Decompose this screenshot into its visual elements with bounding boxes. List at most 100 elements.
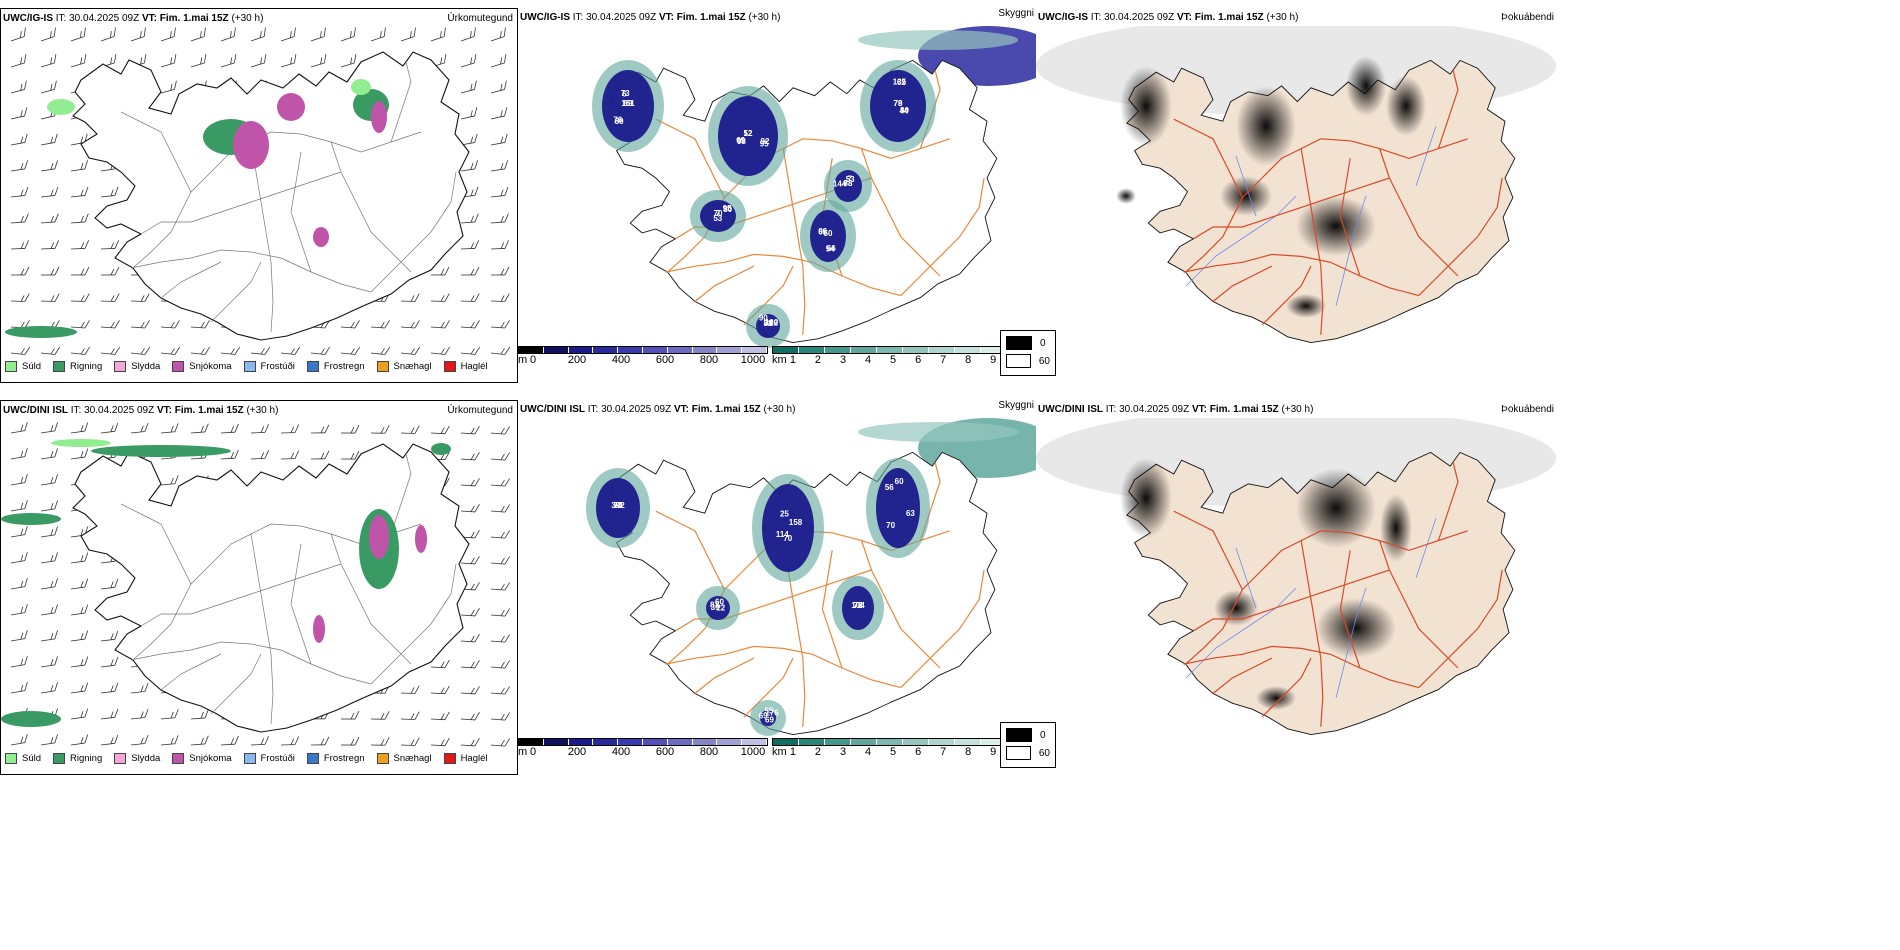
colorbar-unit: m (518, 746, 528, 758)
ceiling-value-label: 114 (776, 530, 789, 539)
colorbar-cell (851, 347, 877, 353)
ceiling-value-label: 6 (622, 89, 627, 98)
fog-area (1346, 56, 1386, 116)
wind-barb (70, 604, 89, 616)
wind-barb (40, 346, 61, 355)
ceiling-value-label: 70 (714, 209, 723, 218)
wind-barb (220, 346, 241, 355)
colorbar-tick: 3 (839, 746, 847, 758)
colorbar-tick: 6 (915, 746, 922, 758)
wind-barb (40, 630, 58, 642)
legend-swatch (443, 753, 456, 764)
wind-barb (70, 320, 90, 329)
colorbar-unit: m (518, 354, 528, 366)
wind-barb (70, 240, 90, 250)
fog-area (1120, 458, 1172, 538)
fog-key-item: 0 (1006, 728, 1050, 742)
wind-barb (250, 346, 271, 355)
wind-barb (430, 685, 450, 695)
wind-barb (10, 551, 28, 564)
colorbar-cell (799, 347, 825, 353)
legend-swatch (172, 753, 185, 764)
wind-barb (10, 655, 28, 668)
fog-key-swatch (1006, 354, 1031, 368)
wind-barb (460, 634, 480, 643)
fog-area (1286, 294, 1326, 318)
panel-title: Úrkomutegund (447, 405, 513, 416)
wind-barb (40, 293, 60, 302)
colorbar-tick: 3 (839, 354, 847, 366)
cloud-ceiling-panel: UWC/DINI ISL IT: 30.04.2025 09Z VT: Fim.… (518, 400, 1036, 775)
wind-barb (460, 452, 480, 461)
wind-barb (490, 293, 510, 302)
wind-barb (190, 735, 209, 746)
it-value: 30.04.2025 09Z (586, 12, 659, 23)
wind-barb (70, 578, 89, 590)
wind-barb (280, 346, 301, 355)
wind-barb (220, 449, 239, 460)
ceiling-value-label: 90 (614, 501, 623, 510)
ceiling-value-label: 55 (764, 706, 773, 715)
wind-barb (310, 346, 331, 355)
wind-barb (190, 320, 210, 329)
wind-barb (250, 54, 267, 68)
colorbar-tick: 7 (940, 354, 947, 366)
colorbar-tick: 800 (699, 354, 719, 366)
colorbar-cell (799, 739, 825, 745)
colorbar-cell (667, 739, 693, 745)
precip-legend-item: Snæhagl (376, 361, 432, 372)
wind-barb (100, 240, 120, 250)
legend-label: Rigning (70, 361, 103, 372)
wind-barb (40, 734, 58, 746)
wind-barb (460, 712, 480, 721)
model-name: UWC/DINI ISL (3, 405, 68, 416)
wind-barb (70, 656, 89, 668)
wind-barb (130, 27, 146, 42)
ceiling-value-label: 89 (624, 99, 633, 108)
colorbar-tick: 2 (814, 354, 822, 366)
precip-legend-item: Slydda (114, 753, 160, 764)
panel-header: UWC/IG-IS IT: 30.04.2025 09Z VT: Fim. 1.… (1038, 12, 1298, 23)
wind-barb (160, 423, 179, 434)
colorbar-cell (618, 347, 643, 353)
wind-barb (100, 293, 120, 302)
fog-area (1316, 598, 1396, 658)
low-ceiling-area (756, 314, 780, 338)
precip-map (5, 27, 511, 355)
wind-barb (10, 27, 26, 42)
fog-key-label: 0 (1040, 337, 1046, 349)
wind-barb (10, 577, 28, 590)
wind-barb (10, 421, 28, 434)
wind-barb (460, 54, 477, 68)
ceiling-value-label: 7 (716, 209, 721, 218)
colorbar-cell (955, 739, 981, 745)
legend-swatch (5, 753, 17, 764)
wind-barb (280, 27, 296, 42)
model-name: UWC/IG-IS (520, 12, 570, 23)
colorbar-tick: 5 (890, 354, 897, 366)
ceiling-value-label: 25 (780, 509, 789, 518)
legend-swatch (243, 361, 256, 372)
model-name: UWC/IG-IS (1038, 12, 1088, 23)
visibility-colorbar-ticks: km12345678910 (772, 746, 1034, 758)
wind-barb (10, 447, 28, 460)
colorbar-cell (877, 739, 903, 745)
cloud-ceiling-panel: UWC/IG-IS IT: 30.04.2025 09Z VT: Fim. 1.… (518, 8, 1036, 383)
wind-barb (10, 186, 29, 198)
wind-barb (40, 54, 57, 68)
wind-barb (280, 54, 297, 68)
ceiling-value-label: 135 (893, 78, 907, 87)
wind-barb (70, 27, 86, 42)
fog-key: 0 60 (1000, 722, 1056, 768)
wind-barb (460, 346, 481, 355)
legend-swatch (172, 361, 185, 372)
rain-area (5, 326, 77, 338)
colorbar-tick: 800 (699, 746, 719, 758)
fog-area (1236, 86, 1296, 166)
colorbar-tick: 600 (655, 746, 675, 758)
legend-swatch (5, 361, 17, 372)
wind-barb (40, 448, 58, 460)
lead-time: (+30 h) (763, 404, 796, 415)
ceiling-value-label: 112 (765, 319, 778, 328)
low-ceiling-area (842, 586, 874, 630)
